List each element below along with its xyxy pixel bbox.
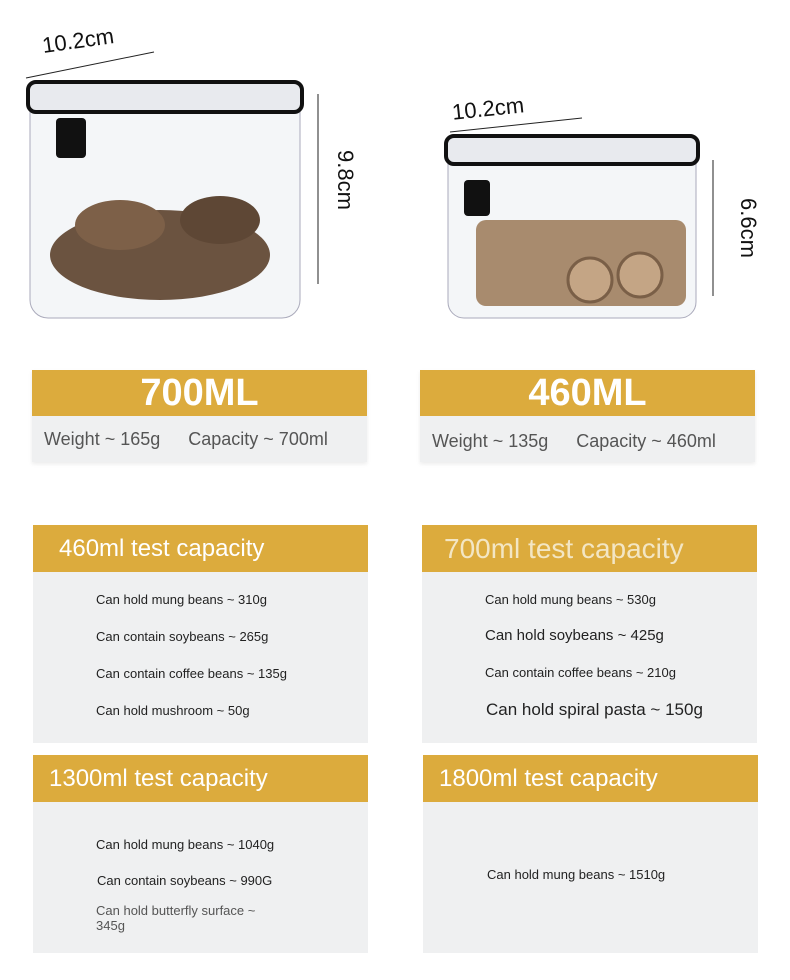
test-line: Can hold soybeans ~ 425g xyxy=(485,627,664,644)
test-line: Can hold spiral pasta ~ 150g xyxy=(486,700,703,719)
weight: Weight ~ 135g xyxy=(432,430,549,451)
test-line: Can contain soybeans ~ 265g xyxy=(96,629,269,644)
test-panel-1300ml: 1300ml test capacity Can hold mung beans… xyxy=(33,755,368,953)
test-title: 460ml test capacity xyxy=(33,525,368,572)
height-label: 6.6cm xyxy=(736,198,761,258)
test-title: 1300ml test capacity xyxy=(33,755,368,802)
test-panel-1800ml: 1800ml test capacity Can hold mung beans… xyxy=(423,755,758,953)
test-title: 700ml test capacity xyxy=(422,525,757,572)
test-line: Can hold mung beans ~ 1040g xyxy=(96,837,275,852)
capacity: Capacity ~ 460ml xyxy=(576,430,716,451)
spec-panel-700ml: 700ML Weight ~ 165g Capacity ~ 700ml xyxy=(32,370,367,462)
test-line: Can hold mung beans ~ 530g xyxy=(485,592,656,607)
capacity: Capacity ~ 700ml xyxy=(188,428,328,449)
spec-title: 460ML xyxy=(420,370,755,416)
test-panel-460ml: 460ml test capacity Can hold mung beans … xyxy=(33,525,368,743)
weight: Weight ~ 165g xyxy=(44,428,161,449)
container-460ml-image xyxy=(444,117,714,319)
test-line: Can hold mung beans ~ 1510g xyxy=(487,867,666,882)
test-title: 1800ml test capacity xyxy=(423,755,758,802)
test-line: Can hold butterfly surface ~ 345g xyxy=(96,903,256,933)
test-line: Can contain coffee beans ~ 210g xyxy=(485,665,676,680)
test-line: Can hold mushroom ~ 50g xyxy=(96,703,250,718)
spec-panel-460ml: 460ML Weight ~ 135g Capacity ~ 460ml xyxy=(420,370,755,462)
test-panel-700ml: 700ml test capacity Can hold mung beans … xyxy=(422,525,757,743)
test-line: Can hold mung beans ~ 310g xyxy=(96,592,267,607)
test-line: Can contain coffee beans ~ 135g xyxy=(96,666,287,681)
spec-title: 700ML xyxy=(32,370,367,416)
container-700ml-image xyxy=(25,51,319,319)
height-label: 9.8cm xyxy=(333,150,358,210)
test-line: Can contain soybeans ~ 990G xyxy=(97,873,273,888)
